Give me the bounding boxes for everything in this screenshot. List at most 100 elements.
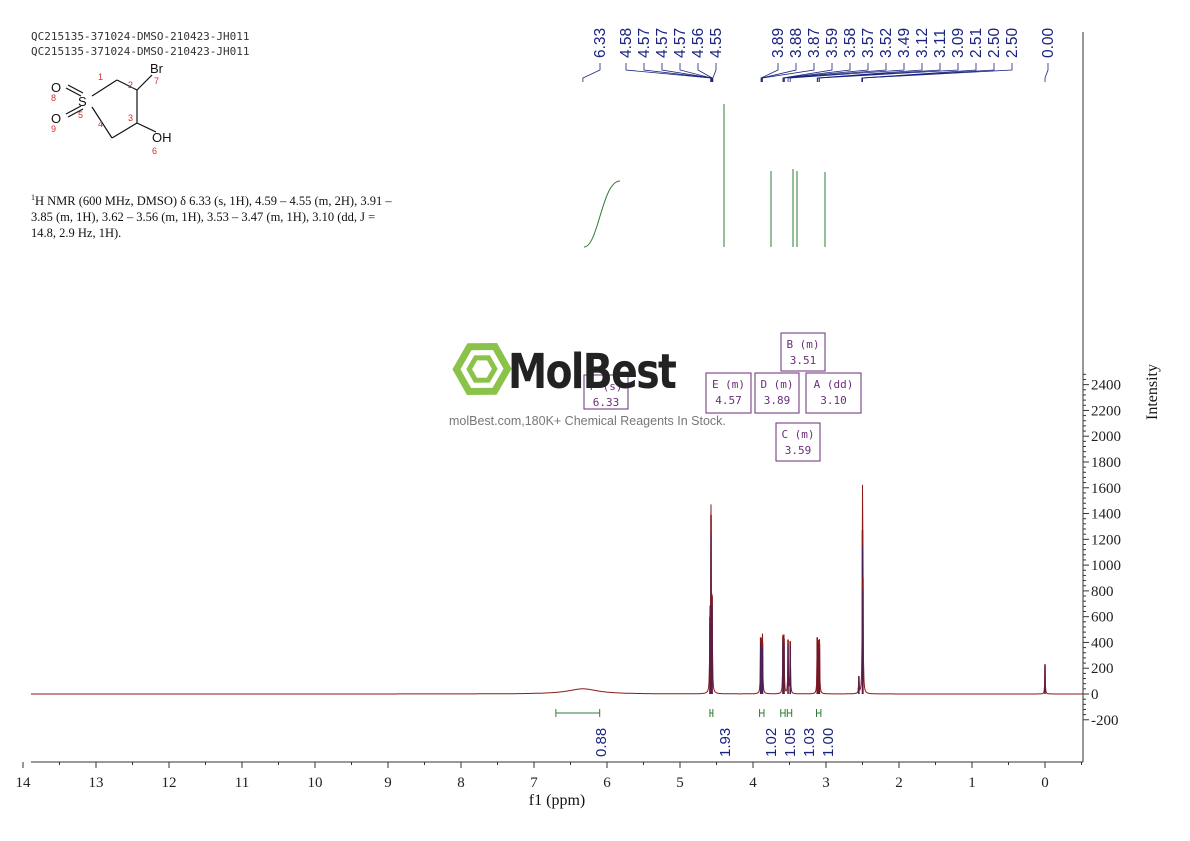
- molbest-logo-wordmark: MolBest: [508, 344, 677, 400]
- multiplet-shift: 3.10: [820, 394, 847, 407]
- peak-label: 3.57: [860, 28, 877, 58]
- x-tick-label: 14: [16, 775, 32, 791]
- axes: 14 13 12 11 10 9 8 7 6 5 4 3 2 1 024002200200018001600…: [16, 32, 1121, 791]
- atom-number-6: 6: [152, 146, 157, 156]
- sample-id-line-2: QC215135-371024-DMSO-210423-JH011: [31, 45, 250, 58]
- peak-label: 4.57: [636, 28, 653, 58]
- peak-label-leader: [783, 63, 869, 82]
- y-axis-title: Intensity: [1144, 364, 1161, 420]
- peak-label: 2.50: [986, 27, 1003, 58]
- atom-number-1: 1: [98, 72, 103, 82]
- x-tick-label: 8: [457, 775, 465, 791]
- molbest-logo-icon: [452, 342, 512, 396]
- bond-s-o9b: [67, 108, 84, 118]
- chemical-structure: [65, 74, 157, 139]
- peak-label-leader: [862, 63, 1013, 82]
- nmr-description: 1H NMR (600 MHz, DMSO) δ 6.33 (s, 1H), 4…: [31, 190, 401, 241]
- peak-label: 3.87: [806, 28, 823, 58]
- x-tick-label: 11: [235, 775, 249, 791]
- y-tick-label: 400: [1091, 635, 1114, 651]
- multiplet-shift: 3.89: [764, 394, 791, 407]
- multiplet-shift: 6.33: [593, 396, 620, 409]
- atom-number-7: 7: [154, 76, 159, 86]
- x-tick-label: 9: [384, 775, 392, 791]
- multiplet-label: D (m): [760, 378, 793, 391]
- spectrum-trace: [31, 484, 1083, 695]
- y-tick-label: 600: [1091, 610, 1114, 626]
- peak-label: 2.50: [1004, 27, 1021, 58]
- multiplet-shift: 3.59: [785, 444, 812, 457]
- sample-id-line-1: QC215135-371024-DMSO-210423-JH011: [31, 30, 250, 43]
- bond-c3-oh: [136, 122, 157, 133]
- bond-s-c1: [91, 79, 118, 97]
- peak-label: 3.09: [950, 28, 967, 58]
- atom-number-3: 3: [128, 113, 133, 123]
- bond-s-o8a: [65, 87, 82, 97]
- bond-c2-br: [136, 74, 153, 91]
- peak-label-leader: [760, 63, 779, 82]
- multiplet-box: [805, 372, 862, 414]
- integral-value: 1.93: [717, 728, 734, 757]
- y-tick-label: 1800: [1091, 455, 1121, 471]
- atom-number-8: 8: [51, 93, 56, 103]
- peak-label-leader: [1044, 63, 1049, 82]
- peak-label-leader: [625, 63, 712, 82]
- peak-label-leader: [787, 63, 887, 82]
- peak-label-leader: [862, 63, 995, 82]
- atom-number-4: 4: [98, 119, 103, 129]
- x-tick-label: 4: [749, 775, 757, 791]
- bond-s-o8b: [67, 84, 84, 94]
- x-tick-label: 12: [162, 775, 177, 791]
- integration-group: 0.88 1.93 1.02 1.05 1.03 1.00: [555, 709, 837, 757]
- atom-sulfur: S: [78, 94, 87, 109]
- peak-label-leader: [817, 63, 941, 82]
- y-tick-label: 200: [1091, 661, 1114, 677]
- peak-label: 3.59: [824, 28, 841, 58]
- multiplet-box: [705, 372, 752, 414]
- peak-label-leader: [861, 63, 977, 82]
- multiplet-shift: 3.51: [790, 354, 817, 367]
- peak-label: 4.58: [618, 28, 635, 58]
- bond-c1-c2: [116, 79, 138, 91]
- peak-label-group: 6.33 4.58 4.57 4.57 4.57 4.56 4.55 3.89 3.88 3.87…: [582, 27, 1057, 82]
- peak-label-leader: [782, 63, 833, 82]
- multiplet-box: [583, 374, 629, 410]
- x-tick-label: 1: [968, 775, 976, 791]
- multiplet-label: F (s): [589, 380, 622, 393]
- x-tick-label: 2: [895, 775, 903, 791]
- peak-label: 4.57: [672, 28, 689, 58]
- y-tick-label: 2400: [1091, 378, 1121, 394]
- multiplet-box: [780, 332, 826, 372]
- atom-oxygen-9: O: [51, 111, 61, 126]
- multiplet-box: [754, 372, 800, 414]
- x-tick-label: 10: [308, 775, 323, 791]
- peak-label: 3.52: [878, 28, 895, 58]
- peak-label-leader: [697, 63, 713, 82]
- nmr-isotope-superscript: 1: [31, 193, 35, 202]
- multiplet-label: E (m): [712, 378, 745, 391]
- atom-number-5: 5: [78, 110, 83, 120]
- integral-value: 1.03: [801, 728, 818, 757]
- peak-label-leader: [762, 63, 815, 82]
- y-tick-label: 1000: [1091, 558, 1121, 574]
- x-tick-label: 0: [1041, 775, 1049, 791]
- y-tick-label: 0: [1091, 687, 1099, 703]
- peak-label-leader: [783, 63, 851, 82]
- peak-label-leader: [761, 63, 797, 82]
- bond-s-o9a: [65, 105, 82, 115]
- integral-value: 0.88: [593, 728, 610, 757]
- multiplet-box: [775, 422, 821, 462]
- peak-label: 3.11: [932, 29, 949, 58]
- bond-c4-s: [91, 106, 113, 139]
- peak-label: 3.89: [770, 28, 787, 58]
- peak-label: 3.88: [788, 28, 805, 58]
- atom-hydroxyl: OH: [152, 130, 172, 145]
- peak-label-leader: [789, 63, 905, 82]
- y-tick-label: 800: [1091, 584, 1114, 600]
- peak-label-leader: [712, 63, 717, 82]
- multiplet-label: B (m): [786, 338, 819, 351]
- atom-number-2: 2: [128, 80, 133, 90]
- atom-bromine: Br: [150, 61, 164, 76]
- integral-curves: [583, 104, 826, 248]
